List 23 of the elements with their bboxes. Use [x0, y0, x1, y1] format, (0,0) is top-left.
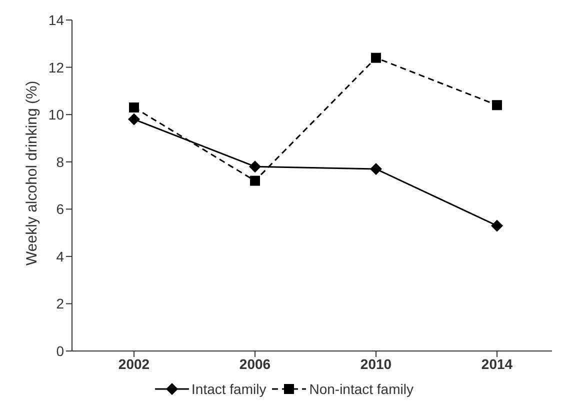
x-tick-label: 2010	[360, 356, 392, 372]
y-tick-label: 2	[56, 296, 64, 312]
y-tick-label: 6	[56, 201, 64, 218]
point	[371, 52, 381, 63]
point	[129, 102, 139, 112]
legend-label: Intact family	[192, 381, 266, 397]
point	[491, 220, 503, 232]
point	[249, 160, 261, 173]
y-tick-label: 4	[56, 248, 64, 264]
y-tick-label: 0	[56, 342, 64, 359]
point	[492, 100, 502, 110]
y-axis-title: Weekly alcohol drinking (%)	[23, 80, 40, 266]
legend-label: Non-intact family	[309, 381, 414, 397]
x-tick-label: 2002	[118, 356, 150, 372]
y-tick-label: 8	[56, 154, 64, 170]
y-tick-label: 10	[48, 106, 64, 123]
y-tick-label: 12	[48, 59, 64, 76]
point	[250, 176, 260, 186]
x-tick-label: 2014	[481, 356, 513, 372]
point	[370, 162, 382, 175]
y-tick-label: 14	[48, 12, 64, 28]
x-tick-label: 2006	[239, 356, 271, 372]
point	[128, 113, 140, 126]
